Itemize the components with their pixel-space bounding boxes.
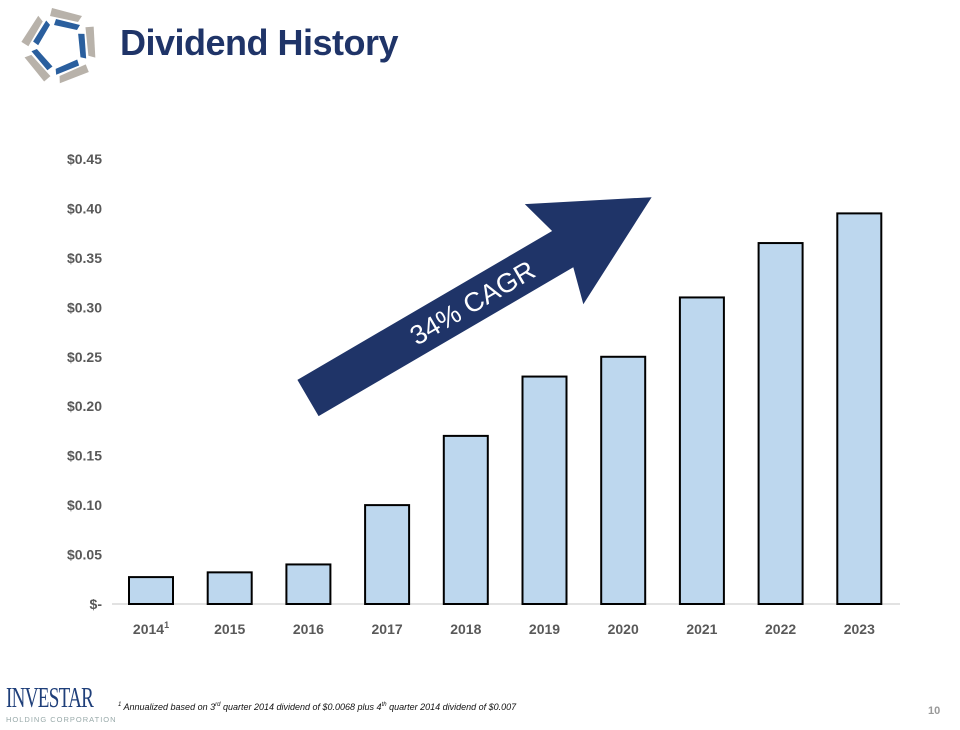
bar-2017 (364, 504, 411, 605)
brand-subtitle: HOLDING CORPORATION (6, 715, 117, 724)
footnote: 1 Annualized based on 3rd quarter 2014 d… (118, 702, 517, 712)
bar-2016 (285, 563, 332, 606)
y-tick-label: $0.20 (67, 398, 102, 414)
x-tick-label: 2022 (765, 621, 796, 637)
y-tick-label: $- (90, 596, 103, 612)
x-tick-label: 20141 (133, 620, 169, 637)
bar-2015 (206, 571, 253, 605)
x-tick-label: 2017 (372, 621, 403, 637)
cagr-label: 34% CAGR (405, 255, 541, 351)
y-tick-label: $0.35 (67, 250, 102, 266)
x-tick-label: 2016 (293, 621, 324, 637)
investar-logo: INVESTAR HOLDING CORPORATION (6, 683, 117, 725)
x-tick-label: 2018 (450, 621, 481, 637)
x-tick-label: 2019 (529, 621, 560, 637)
company-logo-icon (21, 8, 96, 84)
y-tick-label: $0.25 (67, 349, 102, 365)
y-tick-label: $0.15 (67, 448, 102, 464)
y-tick-label: $0.05 (67, 547, 102, 563)
bar-2021 (678, 296, 725, 605)
bar-2018 (442, 434, 489, 605)
y-tick-label: $0.30 (67, 299, 102, 315)
x-tick-label: 2023 (844, 621, 875, 637)
brand-name: INVESTAR (6, 683, 94, 714)
bar-2014 (128, 576, 174, 606)
bar-2022 (757, 242, 804, 606)
page-title: Dividend History (120, 22, 399, 63)
x-tick-label: 2021 (686, 621, 717, 637)
x-tick-label: 2015 (214, 621, 245, 637)
x-tick-label: 2020 (608, 621, 639, 637)
y-tick-label: $0.45 (67, 151, 102, 167)
bar-2020 (600, 355, 647, 605)
page-number: 10 (928, 705, 941, 717)
bar-2023 (836, 212, 883, 605)
y-tick-label: $0.10 (67, 497, 102, 513)
y-tick-label: $0.40 (67, 200, 102, 216)
dividend-bar-chart: $- $0.05 $0.10 $0.15 $0.20 $0.25 $0.30 $0.35 $0.… (67, 151, 900, 637)
bar-2019 (521, 375, 568, 605)
